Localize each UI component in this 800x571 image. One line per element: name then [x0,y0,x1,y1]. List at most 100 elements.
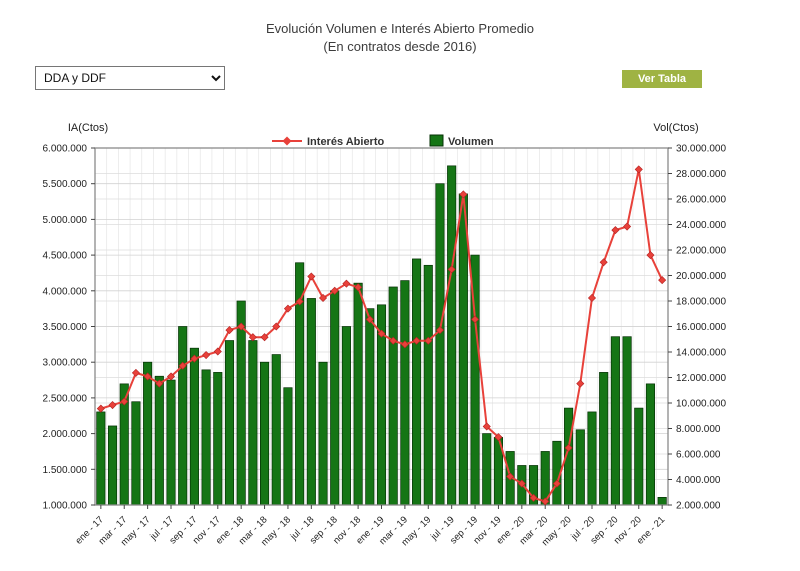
open-interest-point [494,433,503,442]
open-interest-point [623,222,632,231]
right-axis-tick-label: 4.000.000 [676,475,721,486]
open-interest-point [307,272,316,281]
volume-bar [131,401,141,506]
open-interest-point [120,397,129,406]
open-interest-point [131,368,140,377]
right-axis-title: Vol(Ctos) [653,122,698,134]
volume-bar [423,264,433,506]
right-axis-tick-label: 30.000.000 [676,144,726,155]
right-axis-tick-label: 18.000.000 [676,297,726,308]
open-interest-point [319,293,328,302]
open-interest-point [248,333,257,342]
open-interest-point [225,326,234,335]
open-interest-point [459,190,468,199]
open-interest-point [342,279,351,288]
volume-bar [248,340,258,506]
open-interest-point [155,379,164,388]
volume-bar [260,361,270,506]
volume-bar [178,326,188,506]
open-interest-point [96,404,105,413]
legend-label-interes-abierto: Interés Abierto [307,136,385,148]
open-interest-point [237,322,246,331]
left-axis-tick-label: 2.000.000 [43,429,88,440]
volume-bar [271,354,281,506]
right-axis-tick-label: 22.000.000 [676,246,726,257]
right-axis-tick-label: 8.000.000 [676,424,721,435]
volume-bar [365,308,375,506]
open-interest-point [190,354,199,363]
left-axis-title: IA(Ctos) [68,122,108,134]
volume-bar [575,429,585,506]
volume-bar [599,372,609,506]
open-interest-point [552,479,561,488]
volume-bar [306,298,316,506]
left-axis-tick-label: 4.500.000 [43,251,88,262]
open-interest-point [272,322,281,331]
open-interest-point [283,304,292,313]
volume-bar [213,372,223,506]
series-select[interactable]: DDA y DDF [35,66,225,90]
right-axis-tick-label: 6.000.000 [676,450,721,461]
page-subtitle: (En contratos desde 2016) [323,39,477,55]
open-interest-point [389,336,398,345]
legend-volumen-swatch-icon [429,134,444,147]
volume-bar [610,336,620,506]
open-interest-point [260,333,269,342]
open-interest-point [599,258,608,267]
open-interest-point [365,315,374,324]
volume-bar [330,290,340,506]
volume-bar [353,282,363,506]
left-axis-tick-label: 1.000.000 [43,501,88,512]
open-interest-point [482,422,491,431]
legend-label-volumen: Volumen [448,136,494,148]
left-axis-tick-label: 3.500.000 [43,322,88,333]
right-axis-tick-label: 20.000.000 [676,271,726,282]
open-interest-point [634,165,643,174]
volume-bar [634,407,644,506]
volume-bar [458,193,468,506]
volume-bar [236,300,246,506]
open-interest-point [166,372,176,381]
open-interest-point [354,283,363,292]
volume-bar [201,369,211,506]
open-interest-point [646,251,655,260]
volume-bar [96,411,106,506]
volume-bar [341,326,351,506]
open-interest-point [447,265,456,274]
open-interest-point [424,336,433,345]
left-axis-tick-label: 2.500.000 [43,393,88,404]
volume-bar [622,336,632,506]
open-interest-point [213,347,222,356]
right-axis-tick-label: 26.000.000 [676,195,726,206]
right-axis-tick-label: 12.000.000 [676,373,726,384]
volume-bar [318,361,328,506]
volume-bar [189,347,199,506]
volume-bar [224,340,235,506]
open-interest-point [529,493,538,502]
right-axis-tick-label: 24.000.000 [676,220,726,231]
open-interest-point [471,315,480,324]
right-axis-tick-label: 14.000.000 [676,348,726,359]
right-axis-tick-label: 16.000.000 [676,322,726,333]
left-axis-tick-label: 3.000.000 [43,358,88,369]
open-interest-point [108,401,117,410]
volume-bar [412,258,422,506]
open-interest-point [202,351,211,360]
volume-bar [657,497,667,506]
open-interest-point [295,297,304,306]
open-interest-point [377,329,386,338]
volume-bar [482,433,492,506]
open-interest-point [587,293,597,302]
left-axis-tick-label: 1.500.000 [43,465,88,476]
volume-bar [154,375,164,506]
open-interest-point [517,479,526,488]
volume-bar [587,411,597,506]
open-interest-point [400,340,409,349]
volume-bar [107,425,118,506]
ver-tabla-button[interactable]: Ver Tabla [622,70,702,88]
open-interest-point [412,336,421,345]
volume-bar [283,387,293,506]
left-axis-tick-label: 6.000.000 [43,144,88,155]
combo-chart: 1.000.000 1.500.000 2.000.000 2.500.000 3.00… [43,122,727,548]
